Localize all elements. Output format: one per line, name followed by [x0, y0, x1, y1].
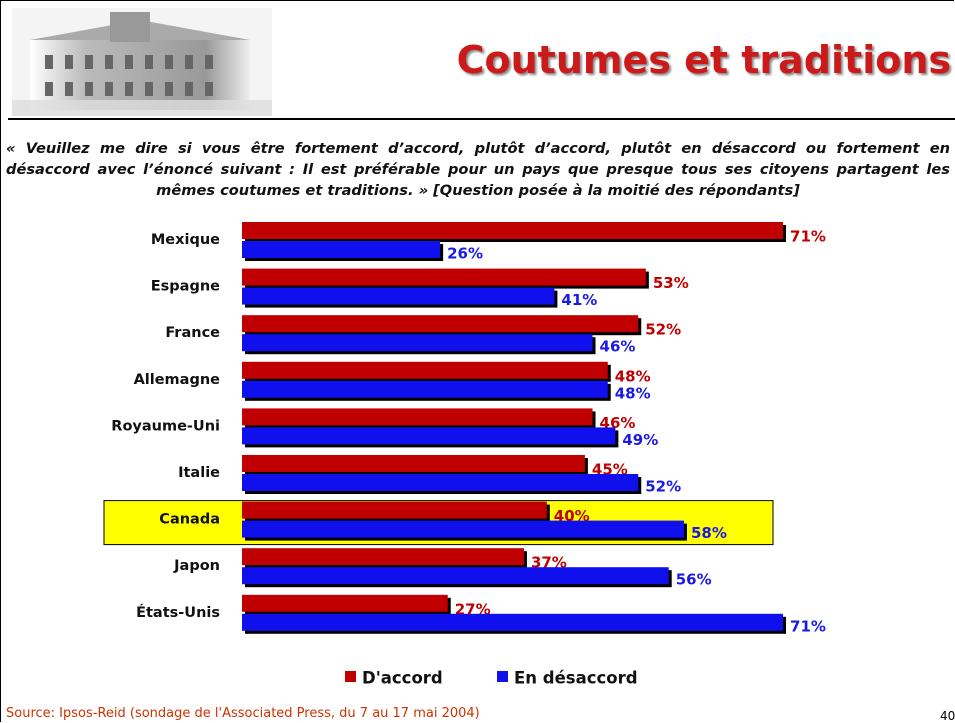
- title: Coutumes et traditions: [456, 38, 951, 82]
- value-label: 71%: [790, 228, 826, 246]
- value-label: 71%: [790, 617, 826, 635]
- bar: [242, 315, 639, 333]
- bar: [242, 222, 784, 239]
- bar: [242, 268, 646, 286]
- value-label: 53%: [653, 274, 689, 292]
- bar: [242, 520, 684, 538]
- category-label: États-Unis: [136, 604, 220, 621]
- legend-swatch: [497, 671, 508, 682]
- bar: [242, 380, 608, 398]
- bar: [242, 287, 555, 305]
- category-label: Japon: [173, 558, 220, 574]
- bar: [242, 361, 608, 379]
- question-text: « Veuillez me dire si vous être fortemen…: [6, 140, 950, 199]
- value-label: 48%: [615, 384, 651, 402]
- value-label: 52%: [645, 321, 681, 339]
- bar: [242, 474, 639, 491]
- bar: [242, 427, 616, 445]
- bar: [242, 594, 448, 612]
- category-label: Royaume-Uni: [111, 418, 220, 434]
- legend-label: En désaccord: [514, 669, 638, 688]
- category-label: France: [165, 325, 220, 341]
- bar: [242, 408, 593, 426]
- value-label: 46%: [600, 338, 636, 356]
- category-label: Italie: [178, 465, 220, 481]
- source: Source: Ipsos-Reid (sondage de l'Associa…: [6, 706, 480, 721]
- value-label: 48%: [615, 367, 651, 385]
- category-label: Canada: [159, 512, 220, 528]
- bar: [242, 567, 669, 585]
- bar: [242, 548, 524, 566]
- page-number: 40: [940, 709, 955, 723]
- value-label: 56%: [676, 571, 712, 589]
- value-label: 49%: [622, 431, 658, 449]
- header-image: [12, 8, 272, 116]
- legend-swatch: [345, 671, 356, 682]
- category-label: Espagne: [151, 279, 220, 295]
- value-label: 26%: [447, 245, 483, 263]
- header-rule: [8, 118, 955, 120]
- category-label: Allemagne: [134, 372, 221, 388]
- value-label: 58%: [691, 524, 727, 542]
- bar: [242, 241, 441, 258]
- bar: [242, 455, 585, 472]
- legend-label: D'accord: [362, 669, 443, 688]
- value-label: 41%: [561, 291, 597, 309]
- category-label: Mexique: [151, 232, 220, 248]
- value-label: 52%: [645, 478, 681, 496]
- bar: [242, 613, 784, 631]
- bar: [242, 501, 547, 519]
- bar: [242, 334, 593, 352]
